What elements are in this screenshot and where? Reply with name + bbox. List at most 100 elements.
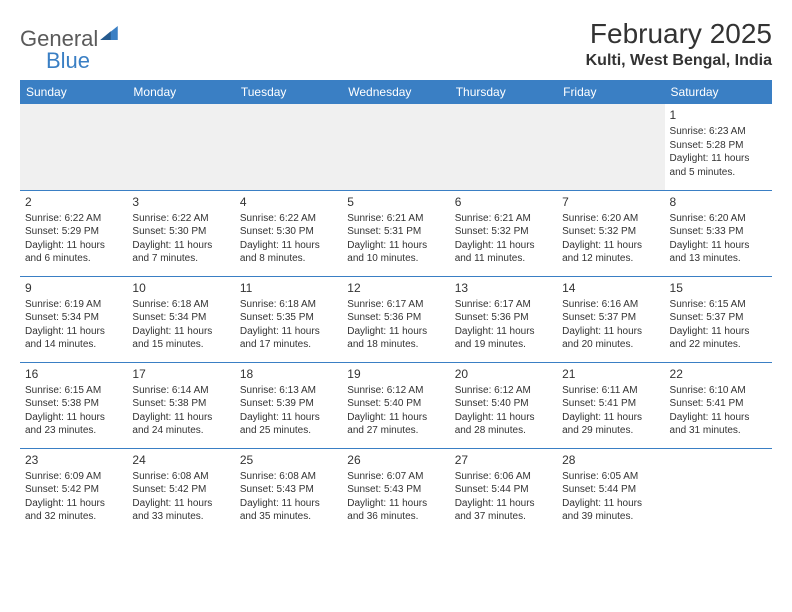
- calendar-day-cell: 15Sunrise: 6:15 AMSunset: 5:37 PMDayligh…: [665, 276, 772, 362]
- weekday-header: Monday: [127, 80, 234, 104]
- weekday-header: Wednesday: [342, 80, 449, 104]
- calendar-day-cell: [20, 104, 127, 190]
- calendar-day-cell: 24Sunrise: 6:08 AMSunset: 5:42 PMDayligh…: [127, 448, 234, 534]
- sunrise-text: Sunrise: 6:20 AM: [670, 212, 767, 226]
- calendar-day-cell: 4Sunrise: 6:22 AMSunset: 5:30 PMDaylight…: [235, 190, 342, 276]
- calendar-day-cell: 2Sunrise: 6:22 AMSunset: 5:29 PMDaylight…: [20, 190, 127, 276]
- calendar-day-cell: 3Sunrise: 6:22 AMSunset: 5:30 PMDaylight…: [127, 190, 234, 276]
- sunrise-text: Sunrise: 6:17 AM: [347, 298, 444, 312]
- calendar-day-cell: 7Sunrise: 6:20 AMSunset: 5:32 PMDaylight…: [557, 190, 664, 276]
- sunrise-text: Sunrise: 6:19 AM: [25, 298, 122, 312]
- logo-triangle-icon: [100, 26, 118, 45]
- sunrise-text: Sunrise: 6:22 AM: [240, 212, 337, 226]
- day-number: 13: [455, 280, 552, 296]
- calendar-day-cell: 9Sunrise: 6:19 AMSunset: 5:34 PMDaylight…: [20, 276, 127, 362]
- sunrise-text: Sunrise: 6:12 AM: [455, 384, 552, 398]
- day-number: 16: [25, 366, 122, 382]
- daylight-text: Daylight: 11 hours and 33 minutes.: [132, 497, 229, 524]
- sunset-text: Sunset: 5:34 PM: [132, 311, 229, 325]
- logo-word-blue: Blue: [46, 48, 90, 73]
- calendar-day-cell: 10Sunrise: 6:18 AMSunset: 5:34 PMDayligh…: [127, 276, 234, 362]
- sunset-text: Sunset: 5:30 PM: [240, 225, 337, 239]
- title-block: February 2025 Kulti, West Bengal, India: [586, 18, 772, 70]
- calendar-day-cell: 23Sunrise: 6:09 AMSunset: 5:42 PMDayligh…: [20, 448, 127, 534]
- calendar-day-cell: 25Sunrise: 6:08 AMSunset: 5:43 PMDayligh…: [235, 448, 342, 534]
- calendar-week-row: 9 Sunrise: 6:19 AM Sunset: 5:34 PM Daylight…: [20, 276, 772, 362]
- daylight-text: Daylight: 11 hours and 12 minutes.: [562, 239, 659, 266]
- weekday-header-row: Sunday Monday Tuesday Wednesday Thursday…: [20, 80, 772, 104]
- day-number: 15: [670, 280, 767, 296]
- calendar-day-cell: 22Sunrise: 6:10 AMSunset: 5:41 PMDayligh…: [665, 362, 772, 448]
- day-number: 5: [347, 194, 444, 210]
- calendar-day-cell: 18Sunrise: 6:13 AMSunset: 5:39 PMDayligh…: [235, 362, 342, 448]
- header: General February 2025 Kulti, West Bengal…: [20, 18, 772, 70]
- sunrise-text: Sunrise: 6:23 AM: [670, 125, 767, 139]
- calendar-day-cell: [450, 104, 557, 190]
- daylight-text: Daylight: 11 hours and 5 minutes.: [670, 152, 767, 179]
- sunrise-text: Sunrise: 6:22 AM: [132, 212, 229, 226]
- sunrise-text: Sunrise: 6:17 AM: [455, 298, 552, 312]
- calendar-day-cell: 20Sunrise: 6:12 AMSunset: 5:40 PMDayligh…: [450, 362, 557, 448]
- sunset-text: Sunset: 5:37 PM: [670, 311, 767, 325]
- sunset-text: Sunset: 5:43 PM: [347, 483, 444, 497]
- weekday-header: Saturday: [665, 80, 772, 104]
- day-number: 10: [132, 280, 229, 296]
- day-number: 19: [347, 366, 444, 382]
- day-number: 21: [562, 366, 659, 382]
- month-title: February 2025: [586, 18, 772, 50]
- sunrise-text: Sunrise: 6:16 AM: [562, 298, 659, 312]
- day-number: 12: [347, 280, 444, 296]
- calendar-day-cell: [557, 104, 664, 190]
- day-number: 23: [25, 452, 122, 468]
- day-number: 17: [132, 366, 229, 382]
- sunset-text: Sunset: 5:32 PM: [455, 225, 552, 239]
- calendar-day-cell: 5Sunrise: 6:21 AMSunset: 5:31 PMDaylight…: [342, 190, 449, 276]
- day-number: 1: [670, 107, 767, 123]
- day-number: 4: [240, 194, 337, 210]
- weekday-header: Thursday: [450, 80, 557, 104]
- sunset-text: Sunset: 5:31 PM: [347, 225, 444, 239]
- calendar-day-cell: 8Sunrise: 6:20 AMSunset: 5:33 PMDaylight…: [665, 190, 772, 276]
- calendar-day-cell: [665, 448, 772, 534]
- sunrise-text: Sunrise: 6:22 AM: [25, 212, 122, 226]
- day-number: 2: [25, 194, 122, 210]
- day-number: 3: [132, 194, 229, 210]
- day-number: 11: [240, 280, 337, 296]
- calendar-day-cell: 26Sunrise: 6:07 AMSunset: 5:43 PMDayligh…: [342, 448, 449, 534]
- sunrise-text: Sunrise: 6:14 AM: [132, 384, 229, 398]
- calendar-day-cell: [127, 104, 234, 190]
- day-number: 26: [347, 452, 444, 468]
- sunset-text: Sunset: 5:44 PM: [562, 483, 659, 497]
- daylight-text: Daylight: 11 hours and 25 minutes.: [240, 411, 337, 438]
- calendar-day-cell: 1Sunrise: 6:23 AMSunset: 5:28 PMDaylight…: [665, 104, 772, 190]
- day-number: 9: [25, 280, 122, 296]
- calendar-day-cell: 6Sunrise: 6:21 AMSunset: 5:32 PMDaylight…: [450, 190, 557, 276]
- calendar-day-cell: 16Sunrise: 6:15 AMSunset: 5:38 PMDayligh…: [20, 362, 127, 448]
- calendar-week-row: 23Sunrise: 6:09 AMSunset: 5:42 PMDayligh…: [20, 448, 772, 534]
- sunset-text: Sunset: 5:36 PM: [455, 311, 552, 325]
- sunrise-text: Sunrise: 6:11 AM: [562, 384, 659, 398]
- sunset-text: Sunset: 5:41 PM: [670, 397, 767, 411]
- logo-stack: General Blue: [20, 26, 118, 74]
- calendar-week-row: 1Sunrise: 6:23 AMSunset: 5:28 PMDaylight…: [20, 104, 772, 190]
- sunrise-text: Sunrise: 6:15 AM: [670, 298, 767, 312]
- daylight-text: Daylight: 11 hours and 35 minutes.: [240, 497, 337, 524]
- day-number: 7: [562, 194, 659, 210]
- daylight-text: Daylight: 11 hours and 23 minutes.: [25, 411, 122, 438]
- weekday-header: Friday: [557, 80, 664, 104]
- sunrise-text: Sunrise: 6:08 AM: [240, 470, 337, 484]
- sunrise-text: Sunrise: 6:20 AM: [562, 212, 659, 226]
- sunset-text: Sunset: 5:41 PM: [562, 397, 659, 411]
- weekday-header: Sunday: [20, 80, 127, 104]
- sunset-text: Sunset: 5:38 PM: [25, 397, 122, 411]
- calendar-day-cell: [342, 104, 449, 190]
- day-number: 8: [670, 194, 767, 210]
- sunrise-text: Sunrise: 6:06 AM: [455, 470, 552, 484]
- daylight-text: Daylight: 11 hours and 17 minutes.: [240, 325, 337, 352]
- day-number: 25: [240, 452, 337, 468]
- sunset-text: Sunset: 5:37 PM: [562, 311, 659, 325]
- day-number: 14: [562, 280, 659, 296]
- daylight-text: Daylight: 11 hours and 32 minutes.: [25, 497, 122, 524]
- calendar-day-cell: 28Sunrise: 6:05 AMSunset: 5:44 PMDayligh…: [557, 448, 664, 534]
- calendar-day-cell: 17Sunrise: 6:14 AMSunset: 5:38 PMDayligh…: [127, 362, 234, 448]
